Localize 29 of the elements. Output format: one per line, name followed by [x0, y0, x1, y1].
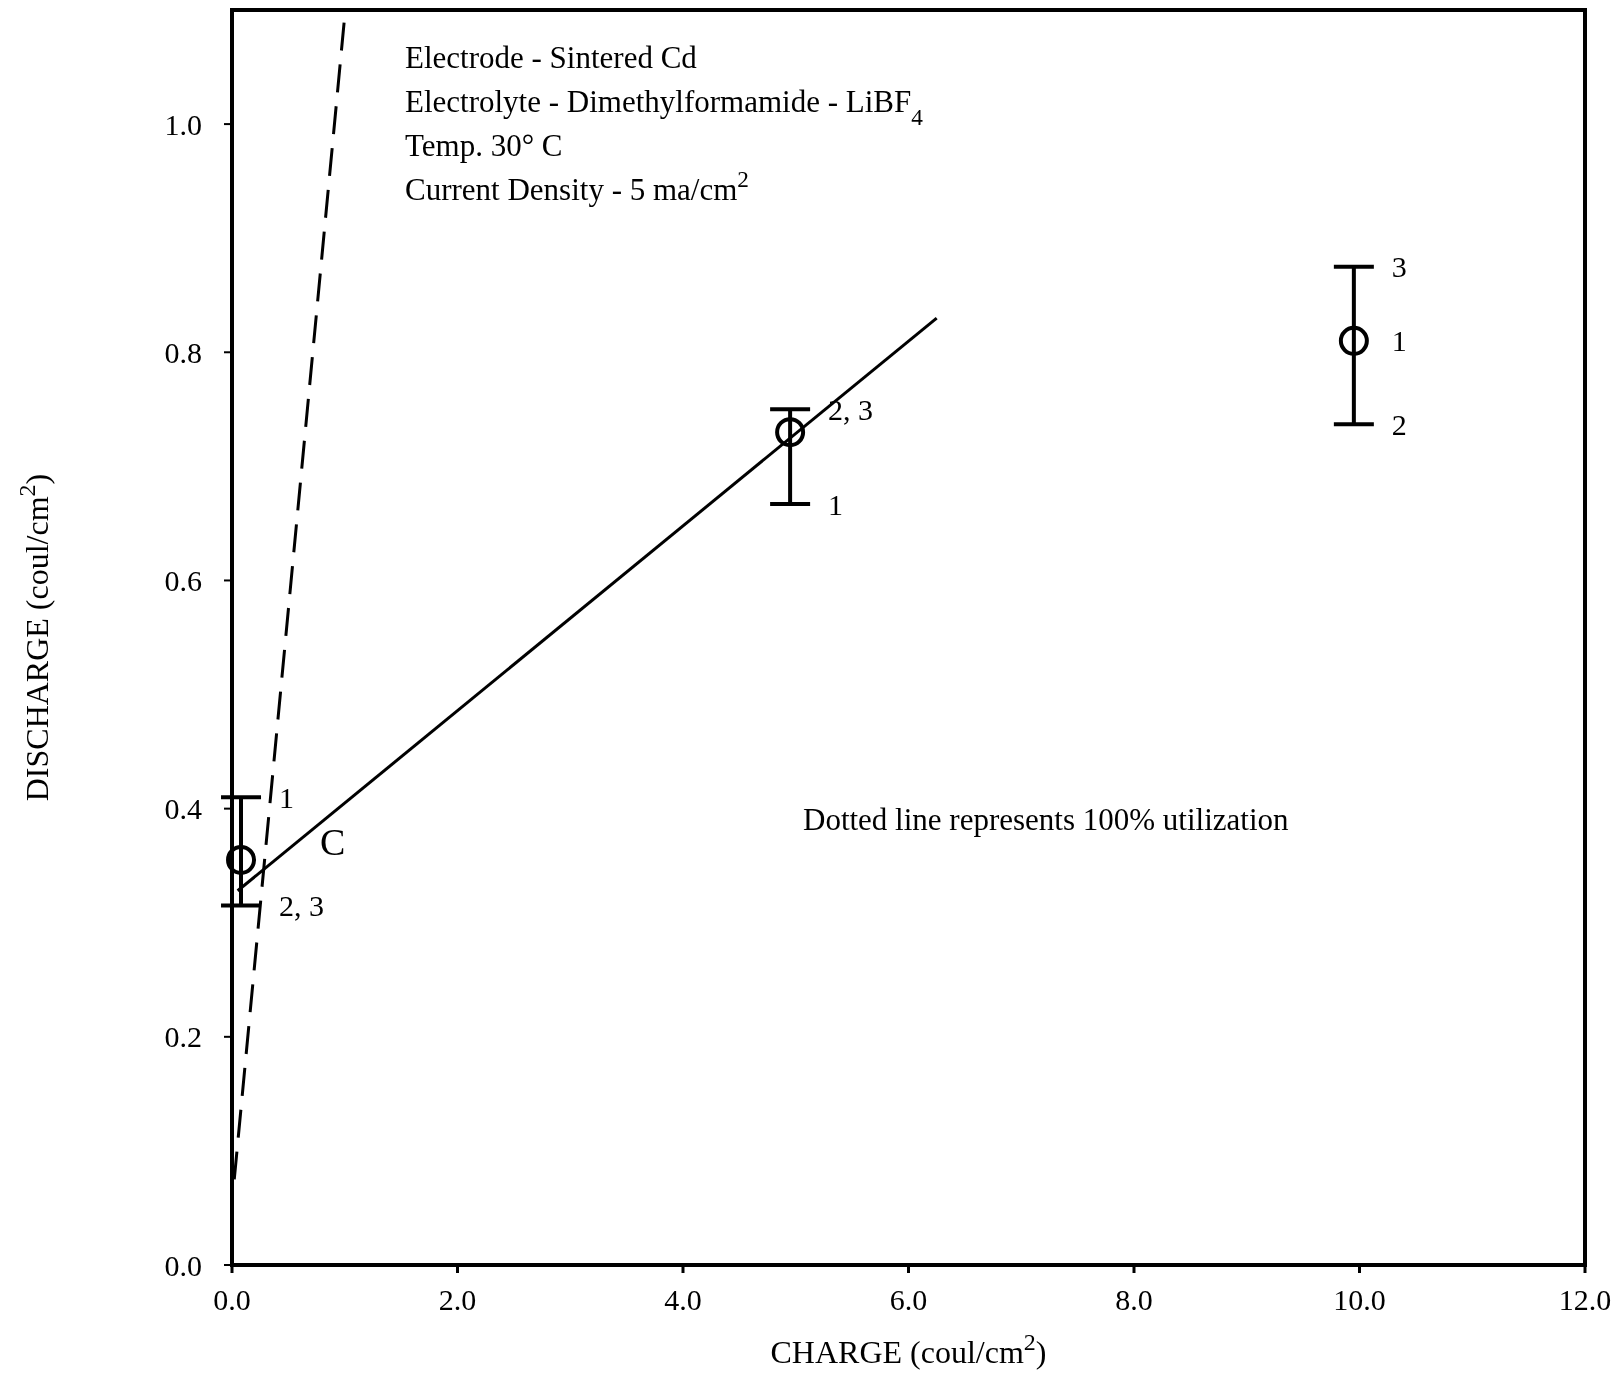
annotation: C	[320, 821, 346, 863]
annotation: Electrolyte - Dimethylformamide - LiBF$_{4}$	[405, 84, 924, 130]
x-tick-label: 6.0	[889, 1283, 928, 1316]
x-axis-title: CHARGE (coul/cm$^{2}$)	[770, 1329, 1047, 1370]
x-tick-label: 8.0	[1115, 1283, 1153, 1316]
y-tick-label: 1.0	[164, 107, 202, 141]
x-tick-label: 2.0	[438, 1283, 477, 1316]
annotation: Current Density - 5 ma/cm$^{2}$	[405, 166, 749, 207]
point	[226, 844, 257, 875]
x-tick-label: 10.0	[1333, 1283, 1386, 1316]
y-tick-label: 0.4	[164, 792, 202, 826]
annotation: 1	[279, 780, 295, 814]
point	[775, 417, 806, 448]
x-tick-label: 12.0	[1558, 1283, 1612, 1316]
y-tick-label: 0.8	[164, 335, 202, 369]
annotation: 2, 3	[279, 889, 325, 923]
y-tick-label: 0.2	[164, 1020, 202, 1054]
y-tick-label: 0.6	[164, 563, 202, 597]
annotation: Temp. 30° C	[405, 128, 563, 163]
x-tick-label: 4.0	[664, 1283, 702, 1316]
annotation: Electrode - Sintered Cd	[405, 40, 698, 75]
annotation: 2	[1391, 407, 1407, 441]
point	[1338, 325, 1369, 356]
annotation: 1	[828, 487, 844, 521]
annotation: Dotted line represents 100% utilization	[803, 802, 1290, 837]
annotation: 1	[1391, 324, 1407, 358]
x-tick-label: 0.0	[213, 1283, 251, 1316]
y-tick-label: 0.0	[164, 1248, 202, 1282]
annotation: 3	[1391, 250, 1407, 284]
